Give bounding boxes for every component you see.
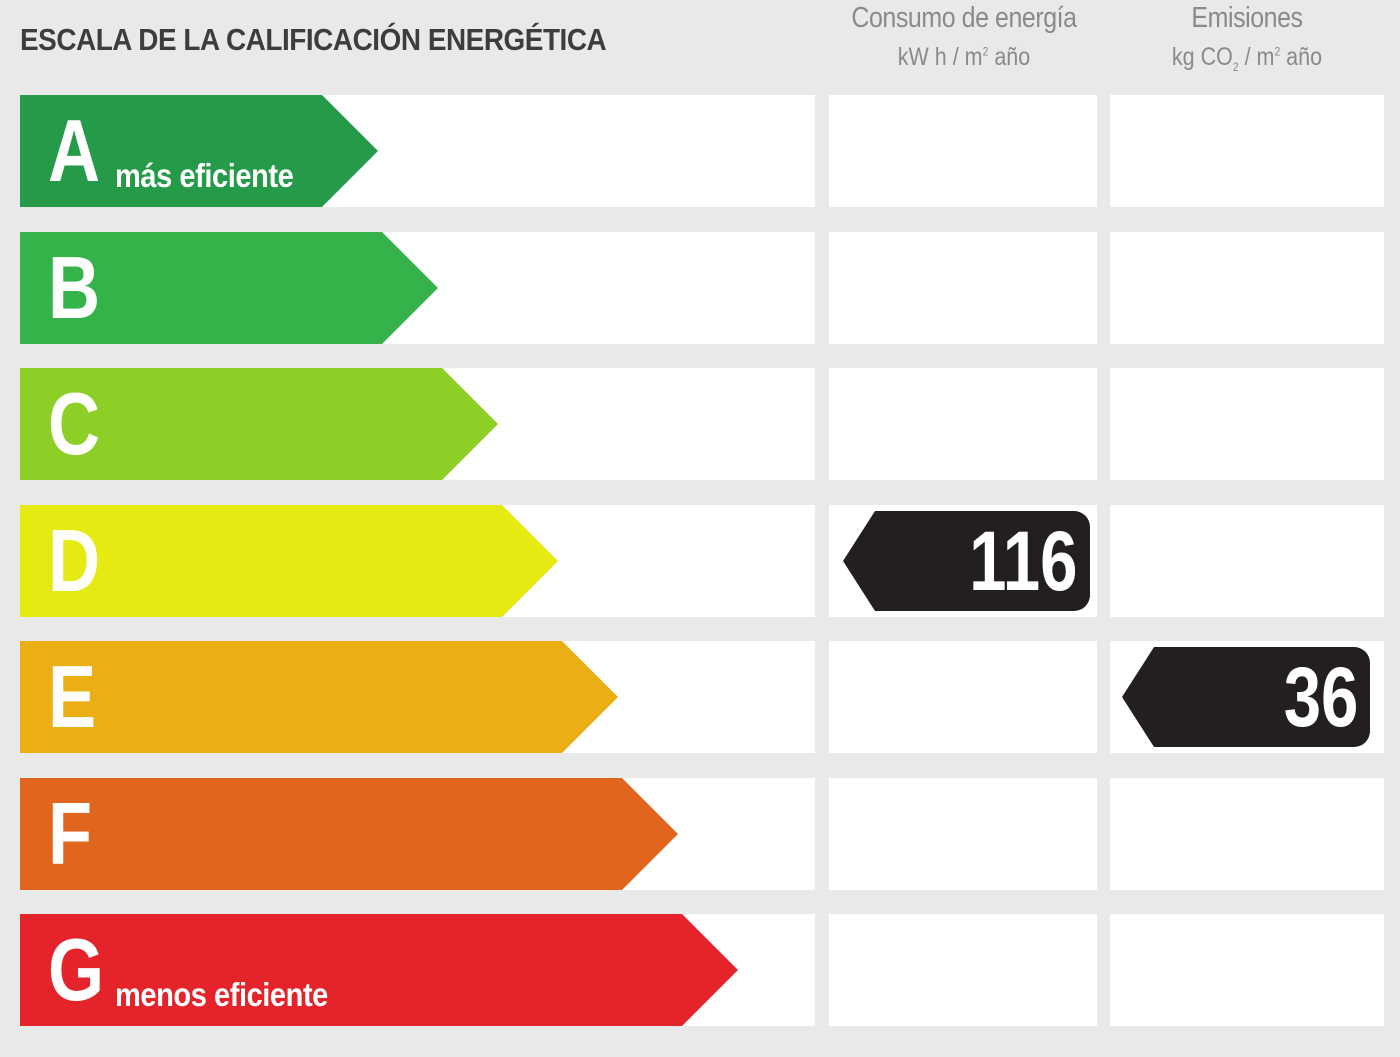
rating-arrow-d: D — [20, 505, 558, 617]
emissions-cell — [1110, 505, 1384, 617]
emissions-column-unit: kg CO2 / m2 año — [1171, 43, 1323, 74]
emissions-column-header: Emisiones kg CO2 / m2 año — [1110, 2, 1384, 74]
energy-cell — [829, 778, 1097, 890]
energy-column-title: Consumo de energía — [851, 2, 1077, 34]
energy-cell — [829, 641, 1097, 753]
energy-cell — [829, 95, 1097, 207]
rating-arrow-e: E — [20, 641, 618, 753]
energy-cell — [829, 368, 1097, 480]
energy-column-unit: kW h / m2 año — [897, 43, 1031, 71]
emissions-cell — [1110, 778, 1384, 890]
rating-row-f: F — [0, 778, 1400, 890]
rating-row-b: B — [0, 232, 1400, 344]
rating-label: más eficiente — [115, 157, 294, 194]
rating-arrow-b: B — [20, 232, 438, 344]
rating-letter: F — [48, 784, 93, 883]
rating-arrow-f: F — [20, 778, 678, 890]
energy-cell — [829, 914, 1097, 1026]
emissions-value: 36 — [1283, 650, 1358, 744]
energy-value: 116 — [969, 514, 1078, 608]
emissions-cell — [1110, 232, 1384, 344]
energy-cell — [829, 232, 1097, 344]
rating-row-e: E 36 — [0, 641, 1400, 753]
rating-letter: E — [48, 647, 97, 746]
emissions-cell — [1110, 95, 1384, 207]
rating-label: menos eficiente — [115, 976, 328, 1013]
rating-row-d: D 116 — [0, 505, 1400, 617]
emissions-cell — [1110, 368, 1384, 480]
rating-arrow-c: C — [20, 368, 498, 480]
rating-row-c: C — [0, 368, 1400, 480]
emissions-rating-badge: 36 — [1122, 647, 1370, 747]
emissions-column-title: Emisiones — [1191, 2, 1303, 34]
energy-rating-badge: 116 — [843, 511, 1090, 611]
rating-letter: C — [48, 374, 101, 473]
page-title: ESCALA DE LA CALIFICACIÓN ENERGÉTICA — [20, 22, 607, 57]
rating-letter: D — [48, 511, 101, 610]
rating-letter: G — [48, 920, 105, 1019]
emissions-cell — [1110, 914, 1384, 1026]
rating-letter: A — [48, 101, 101, 200]
rating-letter: B — [48, 238, 101, 337]
energy-column-header: Consumo de energía kW h / m2 año — [830, 2, 1098, 72]
